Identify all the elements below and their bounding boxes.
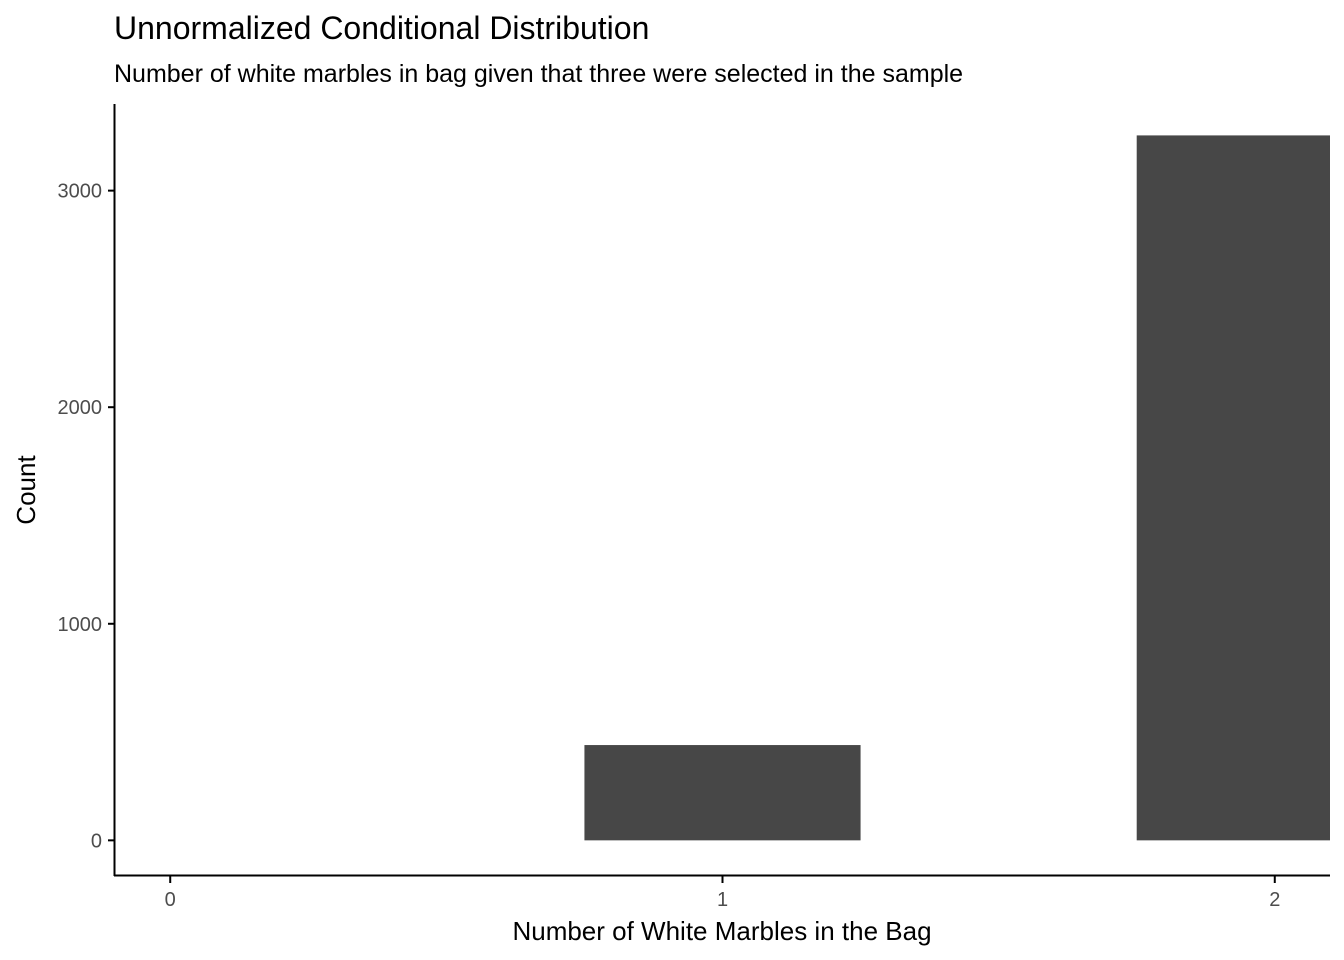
bars-group bbox=[584, 135, 1330, 841]
y-tick-label-1000: 1000 bbox=[58, 614, 103, 636]
x-ticks-group: 0 1 2 bbox=[165, 876, 1280, 911]
y-axis-title: Count bbox=[11, 455, 41, 525]
x-tick-label-2: 2 bbox=[1269, 889, 1280, 911]
chart-subtitle: Number of white marbles in bag given tha… bbox=[114, 60, 963, 88]
y-tick-label-3000: 3000 bbox=[58, 181, 103, 203]
chart-title: Unnormalized Conditional Distribution bbox=[114, 10, 649, 46]
y-tick-label-0: 0 bbox=[91, 830, 102, 852]
y-tick-label-2000: 2000 bbox=[58, 397, 103, 419]
x-tick-label-1: 1 bbox=[717, 889, 728, 911]
x-axis-title: Number of White Marbles in the Bag bbox=[512, 916, 931, 946]
bar-1 bbox=[584, 745, 861, 841]
y-ticks-group: 0 1000 2000 3000 bbox=[58, 181, 115, 852]
bar-2 bbox=[1136, 135, 1330, 841]
x-tick-label-0: 0 bbox=[165, 889, 176, 911]
